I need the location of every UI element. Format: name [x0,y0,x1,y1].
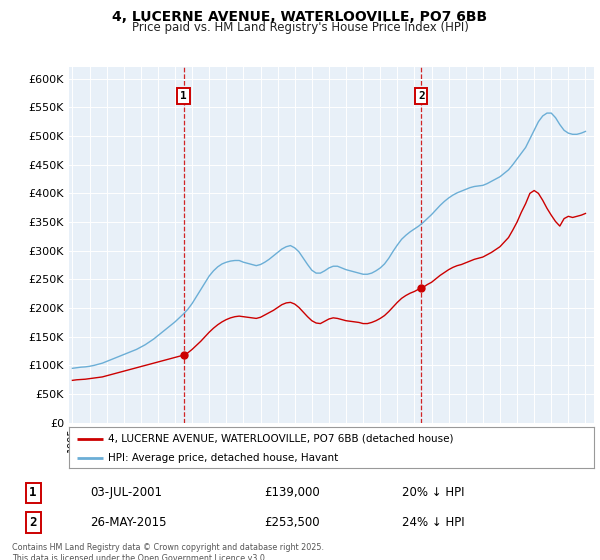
Text: 4, LUCERNE AVENUE, WATERLOOVILLE, PO7 6BB: 4, LUCERNE AVENUE, WATERLOOVILLE, PO7 6B… [112,10,488,24]
Text: 1: 1 [29,486,37,500]
Text: 2: 2 [418,91,425,101]
Text: 26-MAY-2015: 26-MAY-2015 [90,516,167,529]
Text: 20% ↓ HPI: 20% ↓ HPI [402,486,464,500]
Text: £139,000: £139,000 [264,486,320,500]
Text: 1: 1 [180,91,187,101]
Text: 24% ↓ HPI: 24% ↓ HPI [402,516,464,529]
Text: 03-JUL-2001: 03-JUL-2001 [90,486,162,500]
Text: 4, LUCERNE AVENUE, WATERLOOVILLE, PO7 6BB (detached house): 4, LUCERNE AVENUE, WATERLOOVILLE, PO7 6B… [109,433,454,444]
Text: £253,500: £253,500 [264,516,320,529]
Text: Contains HM Land Registry data © Crown copyright and database right 2025.
This d: Contains HM Land Registry data © Crown c… [12,543,324,560]
Text: Price paid vs. HM Land Registry's House Price Index (HPI): Price paid vs. HM Land Registry's House … [131,21,469,34]
Text: HPI: Average price, detached house, Havant: HPI: Average price, detached house, Hava… [109,452,338,463]
Text: 2: 2 [29,516,37,529]
